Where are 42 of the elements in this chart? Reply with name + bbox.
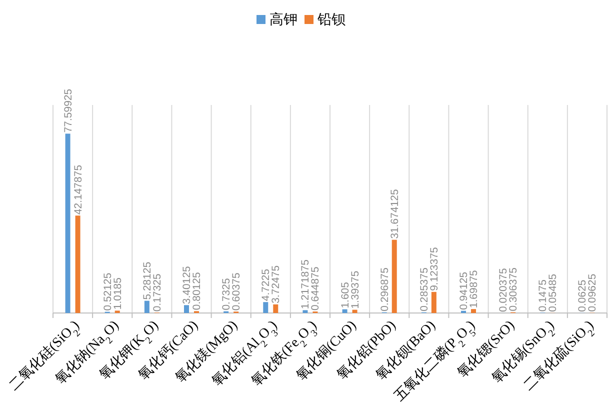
data-label: 5.28125 xyxy=(141,262,154,300)
bar xyxy=(302,310,308,313)
bar xyxy=(65,134,70,313)
data-label: 1.2171875 xyxy=(300,259,312,310)
bar xyxy=(273,304,278,313)
data-label: 31.674125 xyxy=(388,189,401,239)
data-label: 0.60375 xyxy=(230,272,243,311)
data-label: 0.05485 xyxy=(547,274,560,312)
bar xyxy=(75,216,80,313)
bar xyxy=(352,310,358,313)
data-label: 0.80125 xyxy=(191,272,203,310)
data-label: 0.52125 xyxy=(102,272,114,311)
bar xyxy=(144,300,150,313)
data-label: 1.39375 xyxy=(349,270,362,309)
data-label: 0.285375 xyxy=(418,267,430,312)
data-label: 0.020375 xyxy=(498,268,510,312)
data-label: 42.147875 xyxy=(72,164,84,215)
data-label: 1.69875 xyxy=(468,270,480,308)
data-label: 0.296875 xyxy=(378,267,391,312)
data-label: 0.306375 xyxy=(508,267,520,312)
bar xyxy=(431,292,436,313)
legend-label: 铅钡 xyxy=(316,12,346,28)
bar xyxy=(471,309,476,313)
data-label: 77.59925 xyxy=(62,88,74,133)
data-label: 1.0185 xyxy=(112,277,124,310)
data-label: 0.0625 xyxy=(576,280,589,312)
data-label: 0.1475 xyxy=(537,279,550,312)
data-label: 0.17325 xyxy=(151,273,164,312)
bar xyxy=(342,309,348,313)
bar xyxy=(392,240,397,313)
data-label: 3.72475 xyxy=(270,265,282,304)
bar xyxy=(263,302,268,313)
legend-label: 高钾 xyxy=(270,12,298,28)
data-label: 1.605 xyxy=(339,282,352,308)
bar xyxy=(184,305,189,313)
data-label: 0.94125 xyxy=(458,272,470,310)
data-label: 4.7225 xyxy=(260,268,272,302)
data-label: 0.09625 xyxy=(586,274,599,312)
data-label: 0.7325 xyxy=(220,278,233,310)
data-label: 9.123375 xyxy=(428,246,440,291)
data-label: 3.40125 xyxy=(181,266,193,304)
data-label: 0.644875 xyxy=(310,266,322,311)
